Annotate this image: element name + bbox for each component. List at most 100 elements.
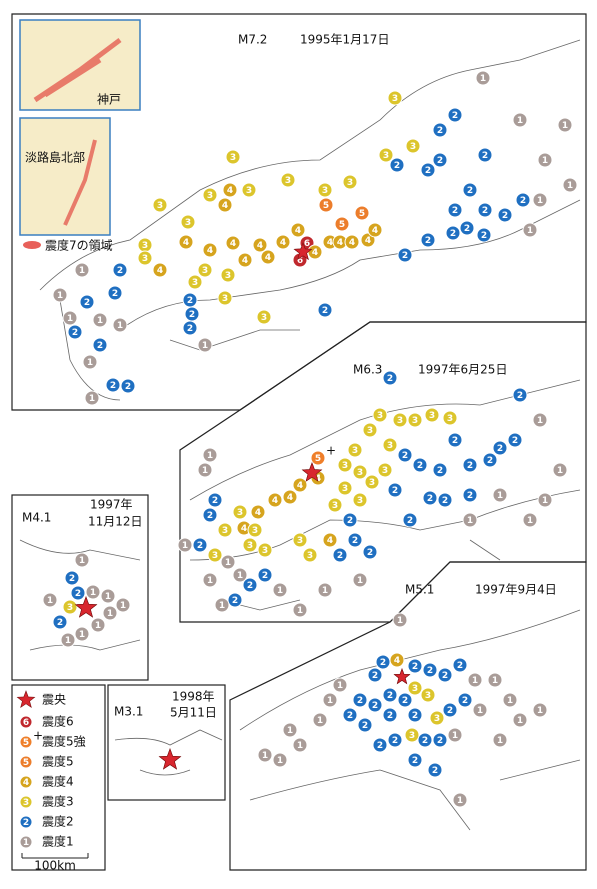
intensity-digit: 1 bbox=[517, 116, 523, 126]
intensity-marker bbox=[532, 192, 548, 208]
intensity-marker bbox=[377, 462, 393, 478]
intensity-digit: 4 bbox=[394, 656, 400, 666]
intensity-digit: 2 bbox=[452, 206, 458, 216]
intensity-marker bbox=[392, 612, 408, 628]
intensity-digit: 3 bbox=[425, 691, 431, 701]
intensity-digit: 2 bbox=[512, 436, 518, 446]
intensity-digit: 2 bbox=[517, 391, 523, 401]
legend-digit: 4 bbox=[23, 778, 29, 788]
intensity-marker bbox=[332, 677, 348, 693]
intensity-digit: 4 bbox=[295, 226, 301, 236]
intensity-digit: 2 bbox=[452, 111, 458, 121]
intensity-marker bbox=[292, 532, 308, 548]
legend-symbol bbox=[19, 735, 33, 749]
intensity-digit: 2 bbox=[417, 461, 423, 471]
intensity-marker bbox=[397, 247, 413, 263]
intensity-marker bbox=[207, 547, 223, 563]
intensity-marker bbox=[482, 452, 498, 468]
intensity-digit: 2 bbox=[372, 701, 378, 711]
intensity-digit: 1 bbox=[107, 609, 113, 619]
intensity-marker bbox=[522, 512, 538, 528]
inset-awaji bbox=[19, 117, 111, 236]
intensity-marker bbox=[247, 522, 263, 538]
intensity-digit: 3 bbox=[347, 178, 353, 188]
intensity-digit: 2 bbox=[481, 231, 487, 241]
intensity-digit: 2 bbox=[437, 126, 443, 136]
intensity-digit: 2 bbox=[387, 691, 393, 701]
intensity-digit: 2 bbox=[402, 451, 408, 461]
intensity-marker bbox=[217, 197, 233, 213]
magnitude: M4.1 bbox=[22, 511, 51, 525]
intensity-digit: 3 bbox=[409, 731, 415, 741]
intensity-marker bbox=[445, 225, 461, 241]
intensity-marker bbox=[84, 390, 100, 406]
intensity-digit: 2 bbox=[442, 671, 448, 681]
intensity-digit: 1 bbox=[207, 576, 213, 586]
intensity-marker bbox=[115, 597, 131, 613]
intensity-marker bbox=[537, 152, 553, 168]
intensity-digit: 2 bbox=[69, 574, 75, 584]
intensity-marker bbox=[67, 324, 83, 340]
intensity-marker bbox=[475, 70, 491, 86]
scale-label: 100km bbox=[34, 859, 76, 873]
intensity-marker bbox=[382, 437, 398, 453]
coastline bbox=[39, 39, 581, 401]
intensity-digit: 2 bbox=[357, 696, 363, 706]
legend-label: 震度2 bbox=[42, 815, 74, 829]
intensity-marker bbox=[367, 697, 383, 713]
intensity-marker bbox=[364, 474, 380, 490]
intensity-digit: 4 bbox=[327, 536, 333, 546]
intensity-digit: 4 bbox=[227, 186, 233, 196]
intensity-digit: 1 bbox=[492, 676, 498, 686]
epicenter bbox=[301, 462, 323, 482]
intensity-marker bbox=[225, 149, 241, 165]
intensity-marker bbox=[292, 602, 308, 618]
intensity-marker bbox=[442, 410, 458, 426]
intensity-digit: 5 bbox=[339, 220, 345, 230]
intensity-marker bbox=[447, 202, 463, 218]
intensity-digit: 1 bbox=[219, 601, 225, 611]
intensity-digit: 3 bbox=[382, 466, 388, 476]
intensity-digit: 4 bbox=[257, 241, 263, 251]
intensity-marker bbox=[280, 172, 296, 188]
intensity-marker bbox=[417, 732, 433, 748]
intensity-digit: 4 bbox=[183, 238, 189, 248]
intensity-digit: 3 bbox=[369, 478, 375, 488]
intensity-digit: 3 bbox=[447, 414, 453, 424]
intensity-marker bbox=[290, 222, 306, 238]
intensity-marker bbox=[225, 235, 241, 251]
intensity-marker bbox=[342, 707, 358, 723]
intensity-digit: 3 bbox=[262, 546, 268, 556]
intensity-digit: 2 bbox=[412, 662, 418, 672]
intensity-digit: 1 bbox=[67, 314, 73, 324]
intensity-digit: 1 bbox=[507, 696, 513, 706]
legend-digit: 1 bbox=[23, 838, 29, 848]
intensity-marker bbox=[202, 187, 218, 203]
intensity-digit: 2 bbox=[467, 491, 473, 501]
intensity-digit: 2 bbox=[110, 381, 116, 391]
intensity-marker bbox=[82, 354, 98, 370]
intensity-marker bbox=[362, 544, 378, 560]
intensity-marker bbox=[152, 262, 168, 278]
intensity-marker bbox=[152, 197, 168, 213]
intensity-digit: 1 bbox=[457, 796, 463, 806]
intensity-marker bbox=[477, 147, 493, 163]
intensity-digit: 1 bbox=[202, 466, 208, 476]
intensity-digit: 6 bbox=[304, 239, 310, 249]
intensity-marker bbox=[102, 605, 118, 621]
intensity-digit: 2 bbox=[412, 756, 418, 766]
intensity-digit: 4 bbox=[157, 266, 163, 276]
intensity-digit: 2 bbox=[387, 711, 393, 721]
intensity-digit: 2 bbox=[112, 289, 118, 299]
intensity-marker bbox=[552, 462, 568, 478]
intensity-marker bbox=[322, 532, 338, 548]
intensity-marker bbox=[337, 457, 353, 473]
intensity-digit: 1 bbox=[317, 716, 323, 726]
intensity-digit: 1 bbox=[47, 596, 53, 606]
intensity-marker bbox=[467, 672, 483, 688]
intensity-digit: 4 bbox=[365, 236, 371, 246]
intensity-digit: 3 bbox=[192, 278, 198, 288]
intensity-marker bbox=[214, 597, 230, 613]
intensity-marker bbox=[92, 312, 108, 328]
intensity-marker bbox=[347, 532, 363, 548]
